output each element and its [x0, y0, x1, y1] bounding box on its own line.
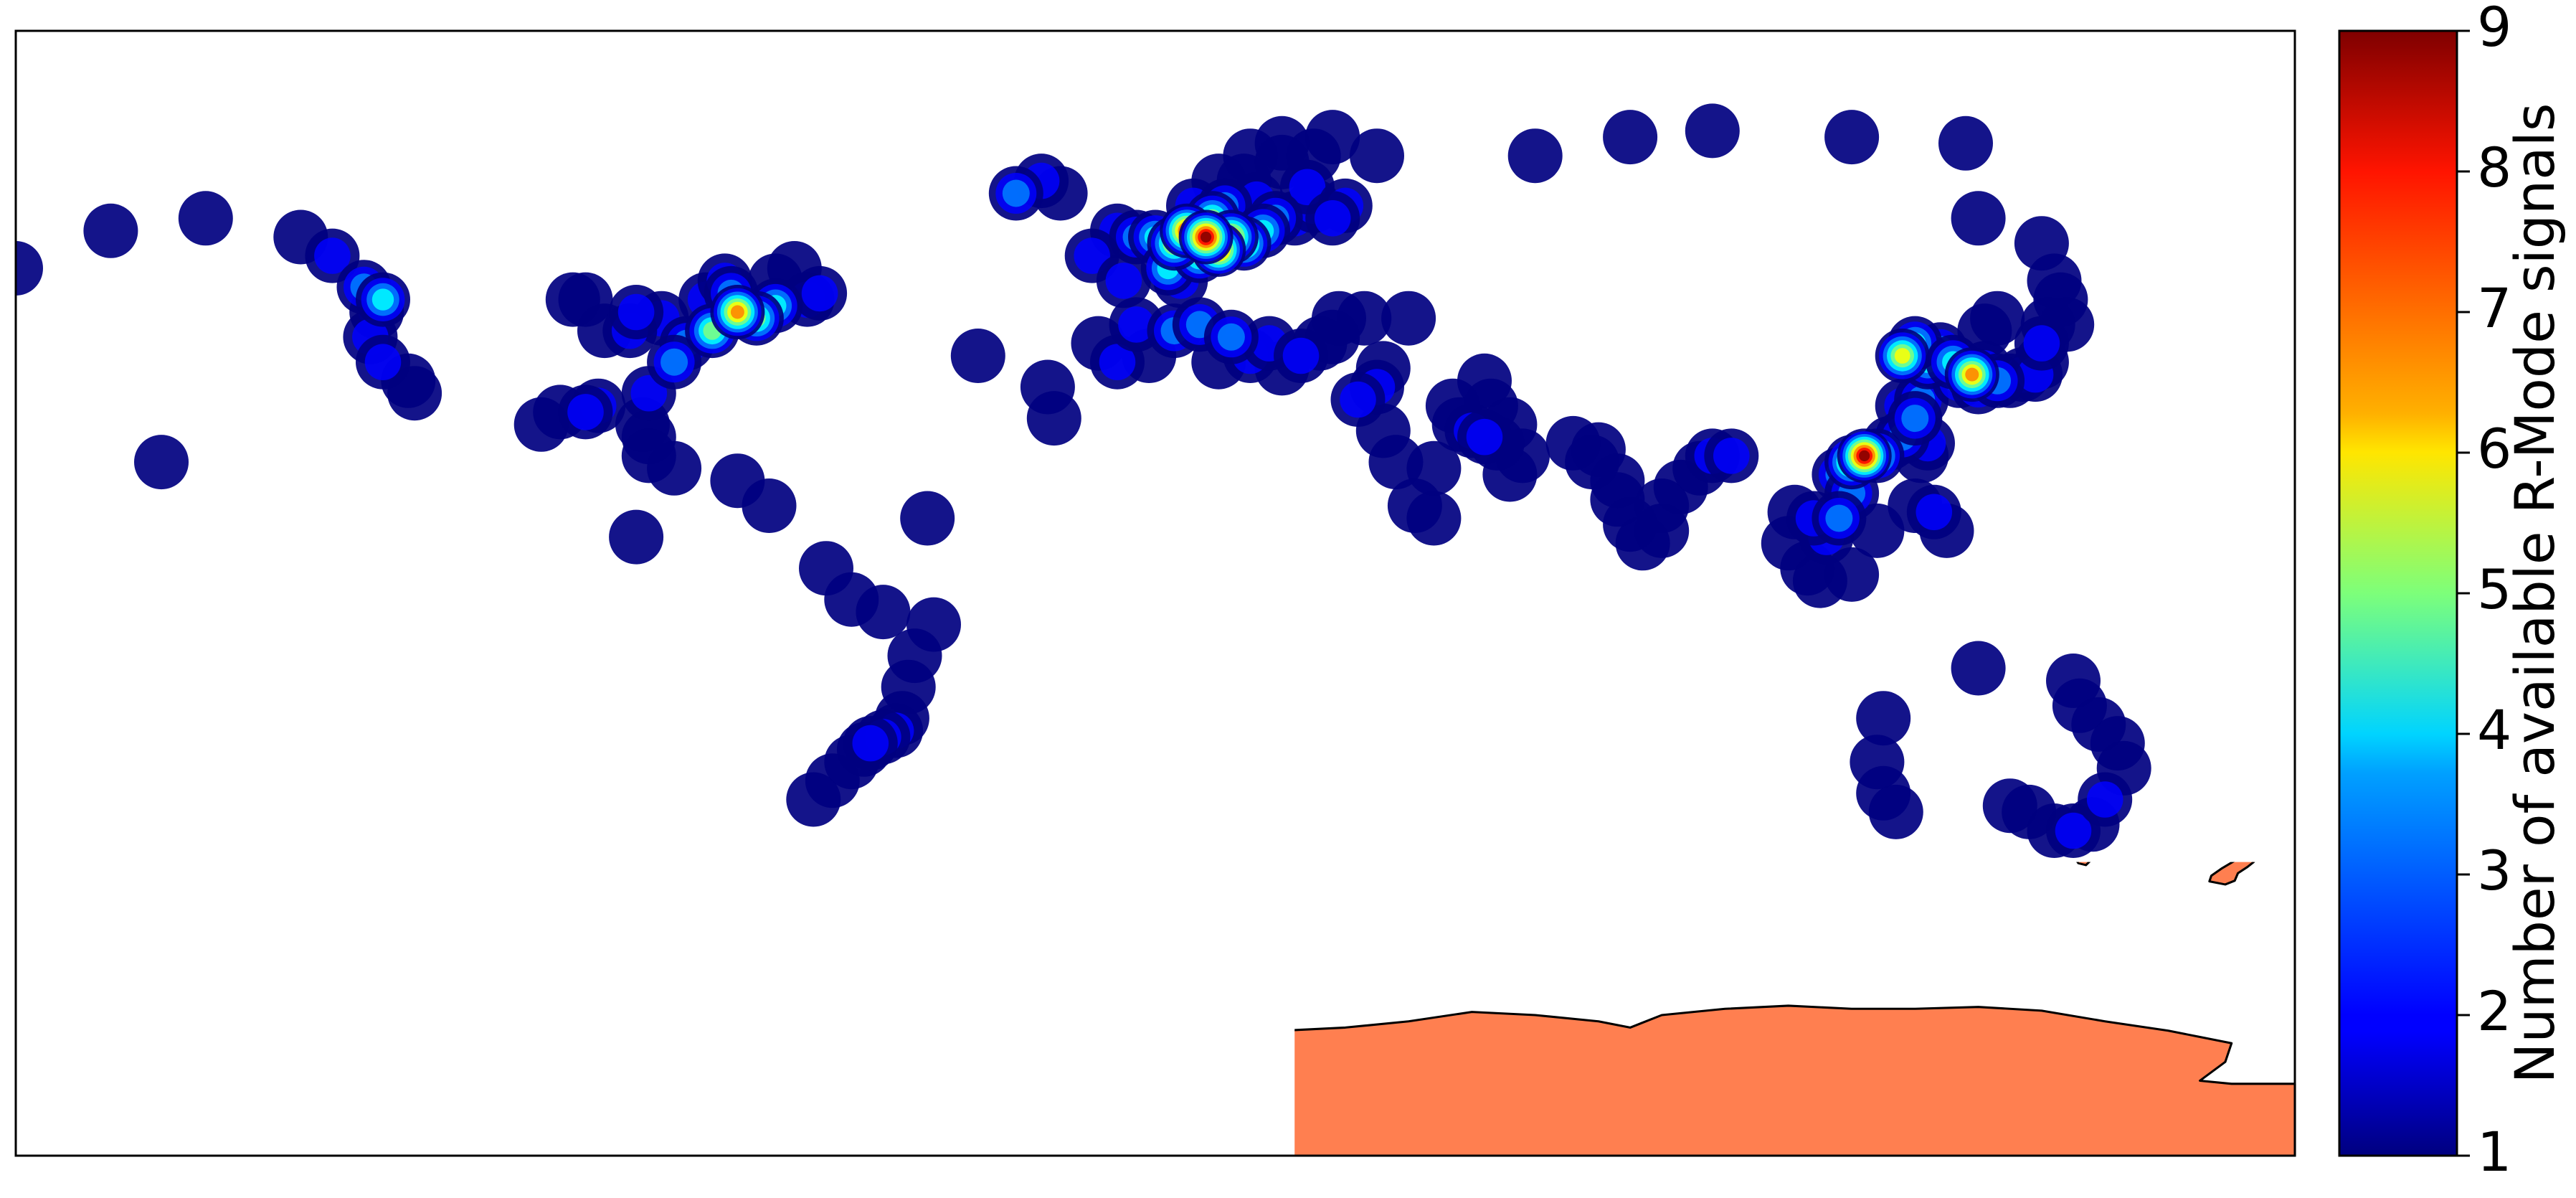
coverage-circle: [1337, 291, 1392, 346]
coverage-circle: [1406, 440, 1462, 496]
coverage-circle: [1685, 103, 1740, 159]
coverage-circle: [852, 725, 889, 762]
antarctica-landmass: [1294, 1004, 2296, 1157]
coverage-circle: [1381, 291, 1436, 346]
coverage-circle: [1713, 438, 1750, 474]
coverage-circle: [545, 272, 600, 327]
coverage-circle: [660, 348, 688, 376]
colorbar-tick-label: 7: [2477, 276, 2511, 340]
coverage-circle: [1217, 323, 1245, 351]
coverage-circle: [1002, 179, 1030, 207]
coverage-circle: [178, 191, 233, 246]
colorbar-label: Number of available R-Mode signals: [2503, 103, 2567, 1084]
coverage-circle: [16, 241, 43, 296]
coverage-circle: [1970, 291, 2025, 346]
colorbar-tick-label: 3: [2477, 839, 2511, 902]
coverage-circle: [2023, 325, 2060, 362]
colorbar-tick-label: 6: [2477, 417, 2511, 481]
coverage-circle: [799, 541, 853, 596]
coverage-circle: [950, 329, 1005, 383]
coverage-circle: [1951, 191, 2006, 246]
coverage-circle: [609, 509, 664, 565]
coverage-circle: [2014, 216, 2069, 271]
coverage-circle: [1603, 110, 1658, 165]
coverage-circle: [1901, 405, 1929, 433]
colorbar-tick-label: 4: [2477, 698, 2511, 762]
coverage-circle: [1074, 237, 1110, 274]
colorbar-tick-label: 8: [2477, 136, 2511, 199]
map-frame: [14, 29, 2296, 1157]
coverage-circle: [647, 440, 702, 496]
coverage-circle: [1340, 381, 1376, 418]
coverage-circle: [617, 293, 655, 331]
coverage-circle: [1118, 306, 1155, 343]
coverage-circle: [1965, 367, 1979, 382]
coverage-circle: [730, 305, 744, 319]
coverage-circle: [1916, 494, 1953, 531]
coverage-circle: [1571, 422, 1626, 477]
ocean-background: [16, 31, 2295, 1156]
colorbar: 1 2 3 4 5 6 7 8 9 Number of available R-Mode sig…: [2338, 0, 2567, 1184]
coverage-circle: [1350, 128, 1404, 184]
colorbar-gradient: [2338, 29, 2458, 1157]
coverage-circle: [1856, 691, 1911, 746]
coverage-circle: [1894, 348, 1910, 364]
coverage-circle: [1507, 128, 1563, 184]
coverage-circle: [801, 275, 838, 312]
coverage-circle: [1406, 491, 1462, 546]
coverage-circle: [1099, 344, 1136, 380]
coverage-circle: [786, 772, 841, 827]
colorbar-tick-label: 2: [2477, 979, 2511, 1043]
coverage-circle: [630, 374, 668, 412]
coverage-circle: [314, 237, 351, 274]
signal-coverage-circles: [16, 103, 2151, 858]
coverage-circle: [2055, 812, 2092, 849]
coverage-circle: [900, 491, 955, 546]
coverage-circle: [1951, 641, 2006, 696]
coverage-circle: [83, 203, 138, 258]
coverage-circle: [567, 394, 604, 430]
coverage-circle: [1868, 784, 1923, 839]
coverage-circle: [134, 435, 189, 490]
land-layer: [1294, 862, 2296, 1157]
coverage-circle: [742, 478, 797, 533]
colorbar-ticks: 1 2 3 4 5 6 7 8 9: [2457, 0, 2511, 1184]
coverage-circle: [1305, 110, 1360, 165]
colorbar-tick-label: 5: [2477, 557, 2511, 621]
coverage-circle: [1859, 450, 1870, 462]
coverage-circle: [1289, 169, 1326, 206]
coverage-circle: [371, 288, 394, 311]
coverage-circle: [2046, 654, 2101, 708]
coverage-circle: [364, 344, 402, 380]
coverage-circle: [1457, 353, 1512, 408]
tasmania: [2076, 862, 2091, 867]
coverage-circle: [2086, 781, 2123, 818]
coverage-circle: [1825, 504, 1853, 532]
coverage-circle: [1314, 200, 1351, 237]
coverage-circle: [1824, 110, 1880, 165]
coverage-circle: [1282, 337, 1320, 374]
coverage-circle: [1466, 418, 1503, 456]
new-zealand-south: [2208, 862, 2255, 886]
coverage-circle: [513, 397, 569, 452]
coverage-circle: [1020, 359, 1075, 415]
coverage-circle: [1105, 263, 1142, 299]
colorbar-tick-label: 9: [2477, 0, 2511, 59]
coverage-circle: [1201, 231, 1212, 243]
colorbar-tick-label: 1: [2477, 1120, 2511, 1184]
coverage-circle: [1938, 115, 1993, 171]
